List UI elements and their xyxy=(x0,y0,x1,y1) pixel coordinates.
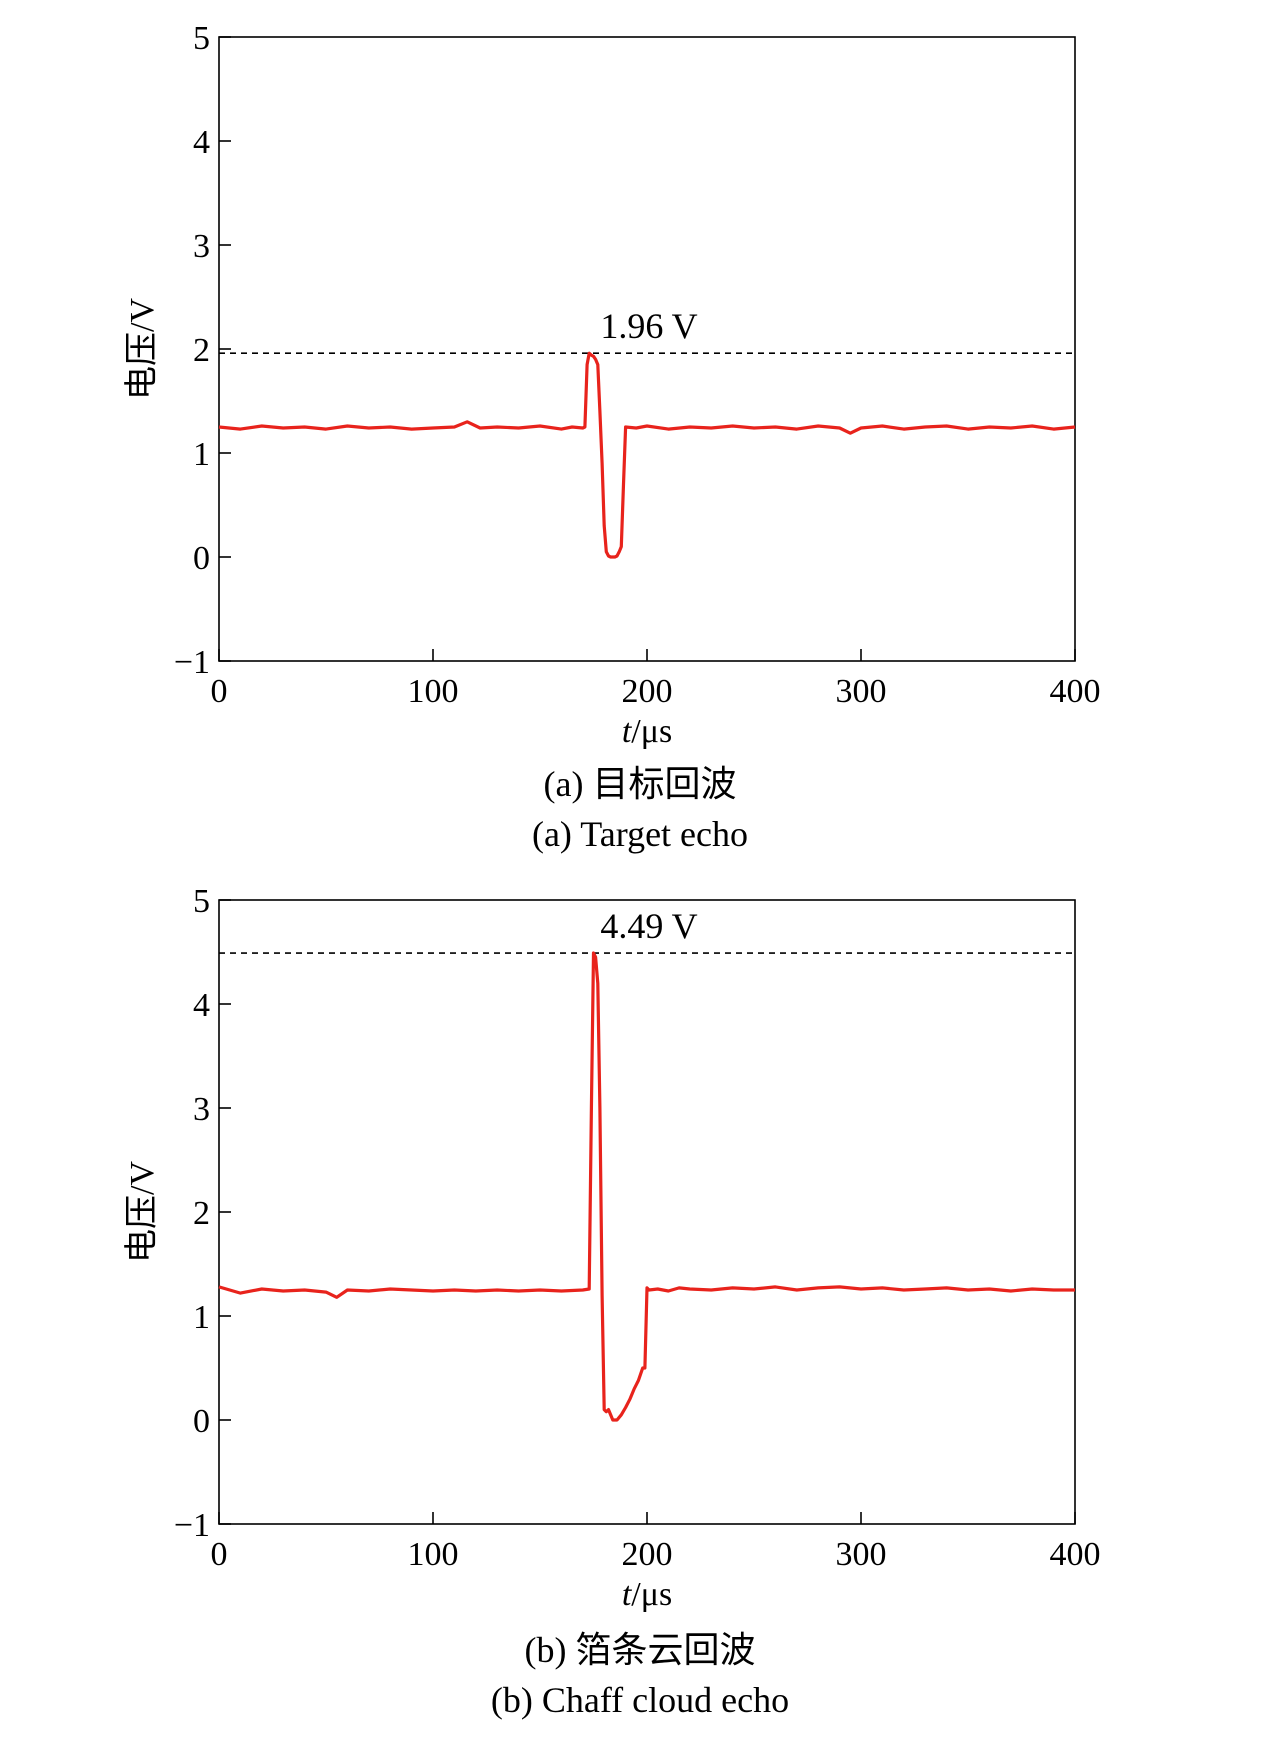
plot-frame xyxy=(218,36,1076,662)
x-tick-label: 300 xyxy=(836,1536,887,1573)
caption-cn: (a) 目标回波 xyxy=(544,764,737,804)
caption-en: (a) Target echo xyxy=(532,814,748,854)
y-tick-label: 0 xyxy=(193,540,210,577)
x-axis-label-var: t xyxy=(622,1576,633,1613)
series-line xyxy=(218,351,1076,559)
y-tick-label: 4 xyxy=(193,987,210,1024)
x-tick-label: 100 xyxy=(408,1536,459,1573)
x-axis-label-unit: /μs xyxy=(631,713,672,750)
y-tick-label: −1 xyxy=(174,1507,210,1544)
y-tick-label: 3 xyxy=(193,228,210,265)
x-axis-label-unit: /μs xyxy=(631,1576,672,1613)
y-tick-label: 1 xyxy=(193,1299,210,1336)
x-tick-label: 400 xyxy=(1050,1536,1101,1573)
y-axis-label: 电压/V xyxy=(123,1161,161,1263)
y-tick-label: 5 xyxy=(193,20,210,57)
x-axis-label: t/μs xyxy=(622,713,672,750)
x-tick-label: 300 xyxy=(836,673,887,710)
y-tick-label: 1 xyxy=(193,436,210,473)
y-tick-label: 0 xyxy=(193,1403,210,1440)
x-tick-label: 200 xyxy=(622,673,673,710)
x-tick-label: 200 xyxy=(622,1536,673,1573)
y-tick-label: 5 xyxy=(193,883,210,920)
reference-line-label: 4.49 V xyxy=(600,906,697,946)
x-tick-label: 0 xyxy=(211,673,228,710)
y-axis-label: 电压/V xyxy=(123,298,161,400)
x-tick-label: 0 xyxy=(211,1536,228,1573)
x-axis-label-var: t xyxy=(622,713,633,750)
caption-cn: (b) 箔条云回波 xyxy=(525,1630,756,1670)
caption-en: (b) Chaff cloud echo xyxy=(491,1680,789,1720)
plot-frame xyxy=(218,899,1076,1525)
y-tick-label: −1 xyxy=(174,644,210,681)
y-tick-label: 2 xyxy=(193,1195,210,1232)
x-tick-label: 100 xyxy=(408,673,459,710)
x-axis-label: t/μs xyxy=(622,1576,672,1613)
y-tick-label: 2 xyxy=(193,332,210,369)
y-tick-label: 4 xyxy=(193,124,210,161)
reference-line-label: 1.96 V xyxy=(600,306,697,346)
x-tick-label: 400 xyxy=(1050,673,1101,710)
series-line xyxy=(218,951,1075,1422)
y-tick-label: 3 xyxy=(193,1091,210,1128)
